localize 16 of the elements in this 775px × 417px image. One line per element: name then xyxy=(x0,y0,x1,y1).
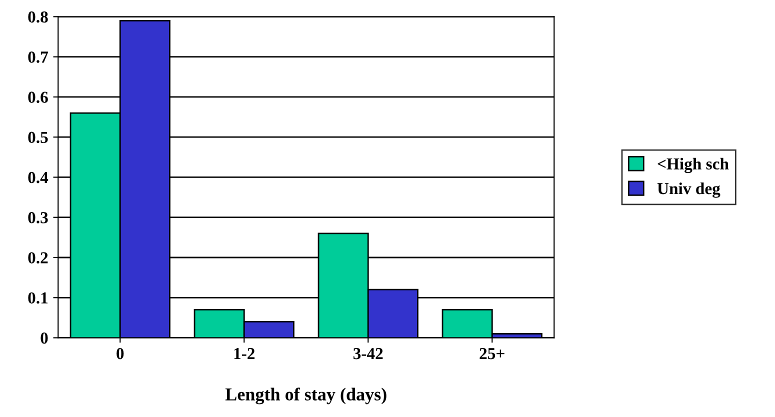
x-tick-label: 25+ xyxy=(480,348,504,360)
y-tick-label: 0.6 xyxy=(28,92,48,103)
y-tick-label: 0 xyxy=(40,332,48,344)
legend-label: Univ deg xyxy=(657,182,720,198)
x-tick-label: 3-42 xyxy=(353,348,383,360)
y-tick-label: 0.4 xyxy=(28,172,48,184)
y-tick-label: 0.7 xyxy=(28,52,48,63)
x-axis-title: Length of stay (days) xyxy=(225,388,386,404)
y-tick-label: 0.8 xyxy=(28,11,48,23)
y-tick-label: 0.1 xyxy=(28,292,48,304)
y-tick-label: 0.2 xyxy=(28,252,48,264)
legend-label: <High sch xyxy=(658,158,729,174)
x-tick-label: 1-2 xyxy=(234,348,255,360)
y-tick-label: 0.3 xyxy=(28,212,48,224)
x-tick-label: 0 xyxy=(116,348,124,360)
y-tick-label: 0.5 xyxy=(28,132,48,144)
